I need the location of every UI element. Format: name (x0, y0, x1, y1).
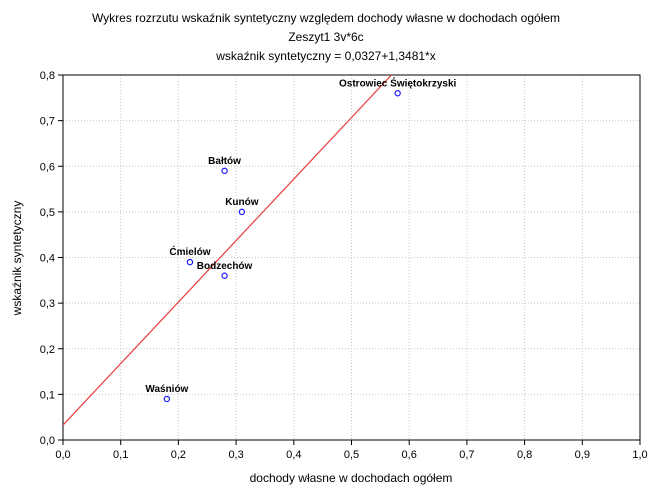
y-tick-label: 0,4 (40, 253, 55, 265)
y-tick-label: 0,8 (40, 70, 55, 82)
chart-subtitle: Zeszyt1 3v*6c (288, 30, 363, 44)
y-tick-label: 0,6 (40, 161, 55, 173)
regression-equation: wskaźnik syntetyczny = 0,0327+1,3481*x (215, 49, 435, 63)
y-tick-label: 0,0 (40, 435, 55, 447)
x-tick-label: 0,0 (55, 449, 70, 461)
x-tick-label: 0,5 (344, 449, 359, 461)
data-point (221, 272, 228, 279)
point-label: Kunów (225, 197, 259, 208)
y-tick-label: 0,2 (40, 344, 55, 356)
point-label: Ostrowiec Świętokrzyski (339, 76, 456, 89)
x-tick-label: 0,3 (228, 449, 243, 461)
axis-ticks: 0,0 0,1 0,2 0,3 0,4 0,5 0,6 0,7 0,8 0,9 1,0 0,0 0,1 0… (40, 70, 648, 461)
x-tick-label: 0,7 (459, 449, 474, 461)
chart-title: Wykres rozrzutu wskaźnik syntetyczny wzg… (92, 11, 560, 25)
y-tick-label: 0,5 (40, 207, 55, 219)
x-tick-label: 0,8 (517, 449, 532, 461)
data-point (394, 90, 401, 97)
points-layer: Ostrowiec Świętokrzyski Bałtów Kunów Ćmieló… (145, 76, 457, 403)
x-tick-label: 1,0 (632, 449, 647, 461)
data-point (238, 208, 246, 216)
x-tick-label: 0,6 (402, 449, 417, 461)
regression-line (62, 74, 392, 426)
grid (63, 75, 640, 440)
y-tick-label: 0,7 (40, 116, 55, 128)
regression-layer (62, 74, 392, 426)
point-label: Bodzechów (197, 261, 253, 272)
point-label: Ćmielów (169, 245, 210, 258)
x-tick-label: 0,1 (113, 449, 128, 461)
x-tick-label: 0,4 (286, 449, 301, 461)
y-tick-label: 0,1 (40, 389, 55, 401)
point-label: Bałtów (208, 156, 241, 167)
x-tick-label: 0,9 (575, 449, 590, 461)
y-axis-label: wskaźnik syntetyczny (10, 201, 24, 317)
x-axis-label: dochody własne w dochodach ogółem (250, 471, 453, 485)
y-tick-label: 0,3 (40, 298, 55, 310)
data-point (163, 395, 171, 403)
data-point (186, 258, 194, 266)
point-label: Waśniów (145, 384, 188, 395)
x-tick-label: 0,2 (171, 449, 186, 461)
data-point (221, 167, 228, 175)
